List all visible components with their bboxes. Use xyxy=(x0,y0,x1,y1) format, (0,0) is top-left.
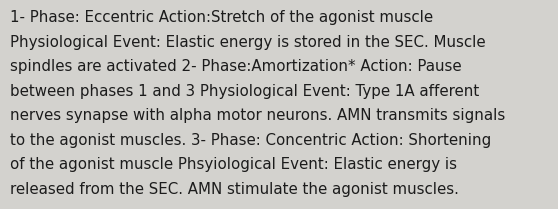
Text: nerves synapse with alpha motor neurons. AMN transmits signals: nerves synapse with alpha motor neurons.… xyxy=(10,108,506,123)
Text: Physiological Event: Elastic energy is stored in the SEC. Muscle: Physiological Event: Elastic energy is s… xyxy=(10,35,485,50)
Text: released from the SEC. AMN stimulate the agonist muscles.: released from the SEC. AMN stimulate the… xyxy=(10,182,459,197)
Text: spindles are activated 2- Phase:Amortization* Action: Pause: spindles are activated 2- Phase:Amortiza… xyxy=(10,59,461,74)
Text: to the agonist muscles. 3- Phase: Concentric Action: Shortening: to the agonist muscles. 3- Phase: Concen… xyxy=(10,133,491,148)
Text: between phases 1 and 3 Physiological Event: Type 1A afferent: between phases 1 and 3 Physiological Eve… xyxy=(10,84,479,99)
Text: 1- Phase: Eccentric Action:Stretch of the agonist muscle: 1- Phase: Eccentric Action:Stretch of th… xyxy=(10,10,433,25)
Text: of the agonist muscle Phsyiological Event: Elastic energy is: of the agonist muscle Phsyiological Even… xyxy=(10,157,457,172)
